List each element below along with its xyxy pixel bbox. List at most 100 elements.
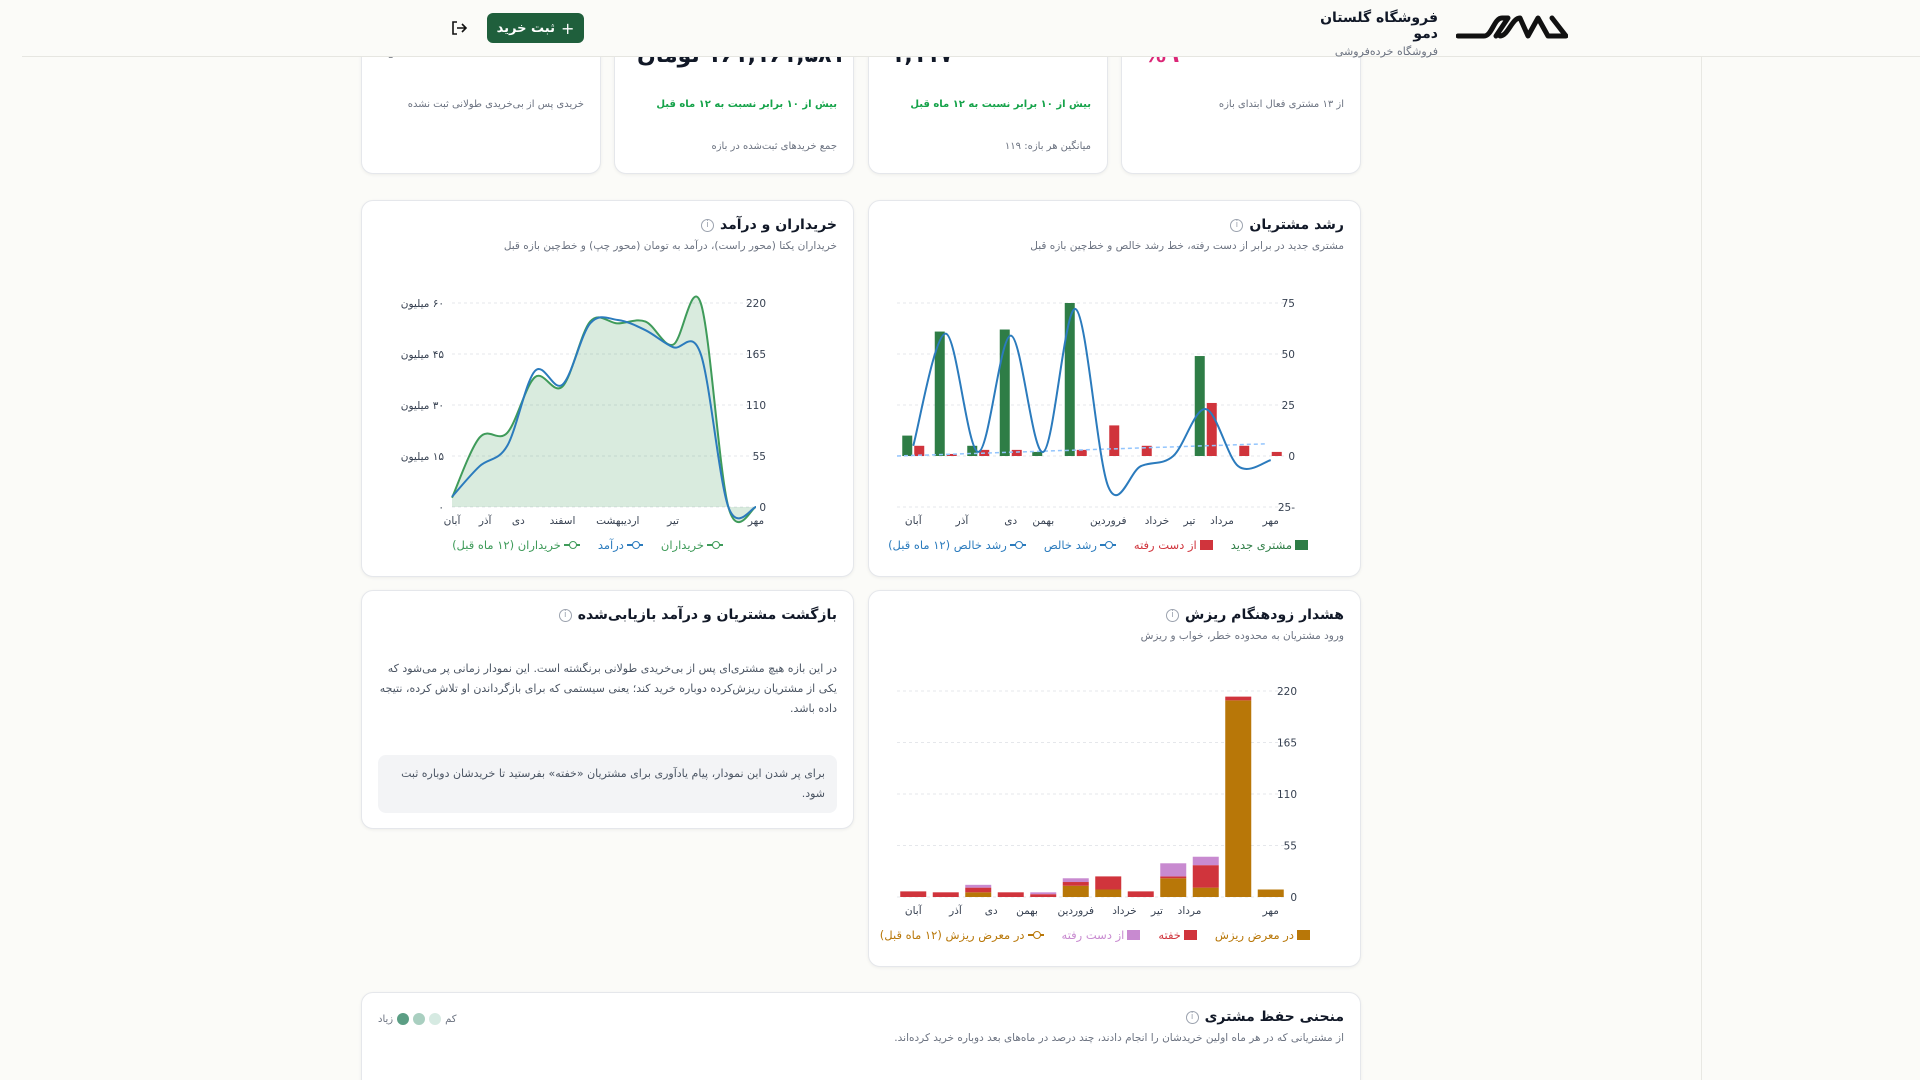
heat-scale: زیاد کم <box>378 1013 457 1025</box>
hint-note: برای پر شدن این نمودار، پیام یادآوری برا… <box>378 755 837 813</box>
bar-new-customers <box>967 445 978 456</box>
logout-icon[interactable] <box>450 19 468 37</box>
y-tick-label: 0 <box>1290 892 1297 904</box>
customer-growth-card: رشد مشتریان i مشتری جدید در برابر از دست… <box>868 200 1361 577</box>
bar-lost-customers <box>1011 449 1022 456</box>
y-tick-left: ۱۵ میلیون <box>401 451 445 463</box>
brand[interactable]: فروشگاه گلستان دمو فروشگاه خرده‌فروشی <box>1318 10 1568 58</box>
card-subtitle: مشتری جدید در برابر از دست رفته، خط رشد … <box>1030 240 1344 252</box>
card-title: منحنی حفظ مشتری i <box>1185 1009 1344 1025</box>
card-title: هشدار زودهنگام ریزش i <box>1165 607 1344 623</box>
x-tick-label: مهر <box>747 515 764 527</box>
legend-net[interactable]: رشد خالص <box>1044 538 1116 552</box>
legend-buyers-prev[interactable]: خریداران (۱۲ ماه قبل) <box>452 538 580 552</box>
x-tick-label: آبان <box>905 514 923 527</box>
legend-new[interactable]: مشتری جدید <box>1231 538 1308 552</box>
chart-legend: در معرض ریزش خفته از دست رفته در معرض ری… <box>880 928 1310 942</box>
card-subtitle: خریداران یکتا (محور راست)، درآمد به توما… <box>503 240 837 252</box>
bar-at-risk <box>1160 878 1187 897</box>
legend-lost[interactable]: از دست رفته <box>1062 928 1141 942</box>
bar-dormant <box>997 892 1024 897</box>
line-buyers <box>451 295 757 524</box>
bar-at-risk <box>1062 885 1089 897</box>
x-tick-label: دی <box>1004 515 1017 527</box>
stat-note: خریدی پس از بی‌خریدی طولانی ثبت نشده <box>407 99 584 110</box>
bar-dormant <box>1127 891 1154 897</box>
x-tick-label: مرداد <box>1178 905 1202 917</box>
bar-new-customers <box>1194 356 1205 456</box>
y-tick-label: 55 <box>1284 841 1297 853</box>
x-tick-label: دی <box>985 905 998 917</box>
scale-low: کم <box>445 1013 457 1025</box>
bar-dormant <box>900 891 927 897</box>
bar-lost <box>1062 878 1089 883</box>
buyers-revenue-card: خریداران و درآمد i خریداران یکتا (محور ر… <box>361 200 854 577</box>
x-tick-label: اردیبهشت <box>596 515 639 527</box>
y-tick-label: 25 <box>1282 400 1295 412</box>
x-tick-label: خرداد <box>1145 515 1170 527</box>
stat-trend: بیش از ۱۰ برابر نسبت به ۱۲ ماه قبل <box>656 99 837 110</box>
stat-note: میانگین هر بازه: ۱۱۹ <box>1004 141 1091 152</box>
y-tick-label: 110 <box>1277 789 1297 801</box>
x-tick-label: آبان <box>444 514 462 527</box>
line-net-growth <box>912 308 1272 497</box>
chart-legend: خریداران درآمد خریداران (۱۲ ماه قبل) <box>452 538 723 552</box>
bar-dormant <box>932 892 959 897</box>
bar-new-customers <box>999 329 1010 456</box>
y-tick-left: ۳۰ میلیون <box>401 400 444 412</box>
bar-new-customers <box>1064 303 1075 456</box>
legend-dormant[interactable]: خفته <box>1158 928 1197 942</box>
x-tick-label: آذر <box>948 904 963 917</box>
legend-buyers[interactable]: خریداران <box>661 538 723 552</box>
line-net-prev <box>896 443 1268 457</box>
y-tick-label: 50 <box>1282 349 1295 361</box>
bar-lost-customers <box>1206 402 1217 456</box>
x-tick-label: تیر <box>666 515 679 527</box>
stat-trend: بیش از ۱۰ برابر نسبت به ۱۲ ماه قبل <box>910 99 1091 110</box>
store-name: فروشگاه گلستان دمو <box>1320 10 1438 42</box>
x-tick-label: آبان <box>905 904 923 917</box>
scale-high: زیاد <box>378 1013 394 1025</box>
bar-lost-customers <box>1271 451 1282 456</box>
y-tick-right: 55 <box>753 451 766 463</box>
bar-at-risk <box>1095 889 1122 897</box>
y-tick-right: 110 <box>746 400 766 412</box>
store-type: فروشگاه خرده‌فروشی <box>1334 45 1438 58</box>
bar-lost <box>1160 863 1187 877</box>
info-icon[interactable]: i <box>558 608 572 622</box>
y-tick-right: 165 <box>746 349 766 361</box>
bar-at-risk <box>965 892 992 897</box>
y-tick-label: -25 <box>1278 502 1295 514</box>
legend-revenue[interactable]: درآمد <box>598 538 643 552</box>
x-tick-label: فروردین <box>1057 905 1094 917</box>
stat-note: از ۱۳ مشتری فعال ابتدای بازه <box>1218 99 1344 110</box>
bar-at-risk <box>1192 887 1219 897</box>
y-tick-label: 75 <box>1282 298 1295 310</box>
legend-risk[interactable]: در معرض ریزش <box>1215 928 1310 942</box>
info-icon[interactable]: i <box>701 218 714 232</box>
x-tick-label: تیر <box>1183 515 1196 527</box>
legend-risk-prev[interactable]: در معرض ریزش (۱۲ ماه قبل) <box>880 928 1044 942</box>
y-tick-left: ۰ <box>438 502 444 514</box>
add-purchase-button[interactable]: + ثبت خرید <box>487 13 584 43</box>
bar-at-risk <box>1225 700 1252 897</box>
info-icon[interactable]: i <box>1230 218 1244 232</box>
bar-dormant <box>1030 894 1057 897</box>
x-tick-label: فروردین <box>1090 515 1127 527</box>
legend-net-prev[interactable]: رشد خالص (۱۲ ماه قبل) <box>888 538 1026 552</box>
y-tick-left: ۶۰ میلیون <box>401 298 444 310</box>
bar-lost-customers <box>1076 449 1087 456</box>
bar-dormant <box>1095 876 1122 890</box>
bar-dormant <box>1062 882 1089 886</box>
bar-new-customers <box>934 331 945 456</box>
y-tick-right: 220 <box>746 298 766 310</box>
bar-lost-customers <box>914 445 925 456</box>
card-subtitle: ورود مشتریان به محدوده خطر، خواب و ریزش <box>1140 630 1344 642</box>
x-tick-label: دی <box>512 515 525 527</box>
x-tick-label: بهمن <box>1016 905 1038 917</box>
info-icon[interactable]: i <box>1165 608 1179 622</box>
info-icon[interactable]: i <box>1185 1010 1199 1024</box>
x-tick-label: مهر <box>1262 515 1279 527</box>
y-tick-label: 165 <box>1277 738 1297 750</box>
legend-lost[interactable]: از دست رفته <box>1134 538 1213 552</box>
